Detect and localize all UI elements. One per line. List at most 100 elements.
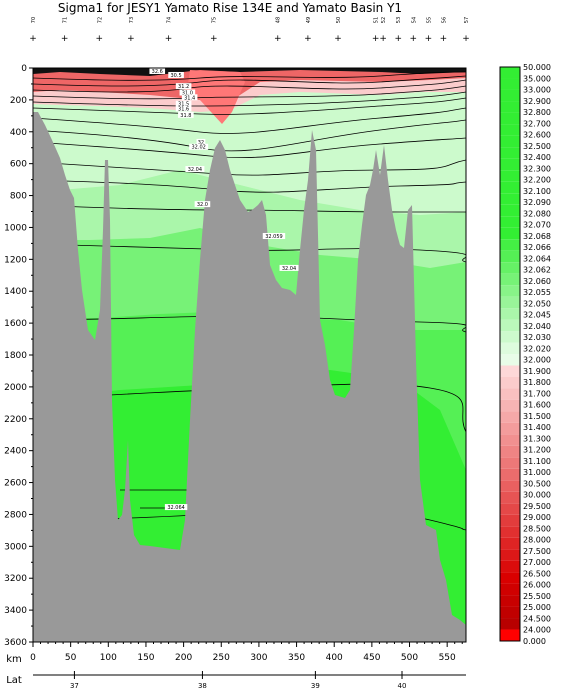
depth-tick-label: 400 [10,128,27,138]
colorbar-level-label: 32.020 [523,344,551,353]
station-cross: + [462,34,470,44]
contour-label: 31.5 [178,102,189,108]
colorbar-band [500,445,520,458]
colorbar-band [500,537,520,550]
km-tick-label: 250 [213,653,230,663]
colorbar-band [500,549,520,561]
lat-axis-label: Lat [6,675,22,686]
colorbar-band [500,526,520,538]
contour-label-box [185,166,205,173]
station-label: 56 [441,17,447,23]
colorbar-band [500,606,520,619]
colorbar-band [500,354,520,366]
depth-tick-label: 2000 [4,383,27,393]
colorbar-level-label: 32.050 [523,299,551,308]
station-label: 48 [276,17,282,23]
colorbar-level-label: 31.600 [523,401,551,410]
km-tick-label: 450 [363,653,380,663]
layer-dark-surface [33,68,466,76]
colorbar-band [500,273,520,286]
km-tick-label: 150 [137,653,154,663]
colorbar-band [500,78,520,90]
station-cross: + [410,34,418,44]
colorbar-level-label: 32.300 [523,164,551,173]
contour-label-box [179,89,196,96]
km-tick-label: 400 [326,653,343,663]
colorbar-level-label: 31.200 [523,446,551,455]
colorbar-band [500,239,520,251]
seafloor-bathymetry [33,112,466,642]
depth-tick-label: 3000 [4,542,27,552]
station-label: 50 [336,17,342,23]
colorbar-level-label: 32.064 [523,254,551,263]
colorbar-level-label: 24.000 [523,626,551,635]
contour-label-box [189,143,209,150]
station-label: 70 [31,17,37,23]
contour-label-box [262,233,286,240]
contour-label-box [196,138,206,145]
km-tick-label: 0 [30,653,36,663]
colorbar-band [500,170,520,182]
contour-label-box [175,83,192,90]
colorbar-band [500,216,520,228]
contour-label: 31.6 [178,106,189,112]
colorbar-band [500,422,520,435]
colorbar-level-label: 28.500 [523,524,551,533]
colorbar-band [500,411,520,423]
colorbar-band [500,124,520,136]
colorbar-level-label: 31.800 [523,378,551,387]
contour-label-box [178,111,194,118]
colorbar-level-label: 32.045 [523,311,551,320]
colorbar-level-label: 27.000 [523,558,551,567]
station-label: 73 [129,17,135,23]
contour-label-box [175,100,192,107]
colorbar-band [500,560,520,573]
station-cross: + [274,34,282,44]
colorbar-level-label: 24.500 [523,614,551,623]
colorbar-level-label: 29.500 [523,502,551,511]
depth-axis: 0 200 400 600 800 1000 1200 1400 1600 1800 2000 220… [4,64,33,648]
station-label: 74 [167,17,173,23]
station-label: 57 [464,17,470,23]
colorbar-band [500,308,520,320]
station-cross: + [379,34,387,44]
contour-label-box [279,264,299,271]
station-cross: + [372,34,380,44]
km-axis-label: km [6,654,22,665]
colorbar-level-label: 32.200 [523,176,551,185]
contour-label-box [194,201,211,208]
km-tick-label: 550 [439,653,456,663]
colorbar-level-label: 32.100 [523,187,551,196]
depth-tick-label: 200 [10,96,27,106]
depth-tick-label: 2400 [4,447,27,457]
contour-label-box [168,71,184,78]
depth-tick-label: 1000 [4,223,27,233]
colorbar-band [500,262,520,274]
contour-label: 32.059 [265,234,283,240]
depth-tick-label: 600 [10,160,27,170]
station-cross: + [127,34,135,44]
depth-tick-label: 0 [21,64,27,74]
contour-label: 30.5 [171,73,182,79]
station-cross: + [29,34,37,44]
colorbar-band [500,342,520,354]
colorbar-frame [499,66,521,642]
colorbar-band [500,135,520,148]
lat-tick-label: 39 [311,682,320,690]
colorbar-level-label: 26.000 [523,581,551,590]
colorbar-level-label: 31.500 [523,412,551,421]
colorbar-band [500,514,520,527]
depth-tick-label: 1800 [4,351,27,361]
contour-label: 32.02 [192,145,206,151]
contour-label: 31.0 [182,91,193,97]
station-cross: + [210,34,218,44]
colorbar-level-label: 32.000 [523,356,551,365]
colorbar-level-label: 50.000 [523,63,551,72]
colorbar-level-label: 32.800 [523,108,551,117]
colorbar-level-label: 32.900 [523,97,551,106]
depth-tick-label: 1200 [4,255,27,265]
colorbar-band [500,618,520,630]
station-label: 75 [212,17,218,23]
